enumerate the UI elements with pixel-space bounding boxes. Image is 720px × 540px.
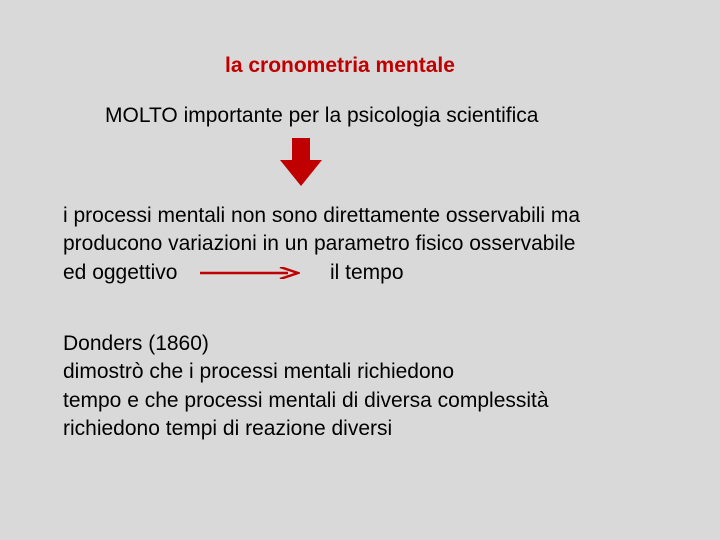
paragraph-1-left: ed oggettivo [63,259,177,287]
right-arrow-icon [200,266,300,284]
paragraph-2: Donders (1860)dimostrò che i processi me… [63,330,549,443]
slide: la cronometria mentale MOLTO importante … [0,0,720,540]
paragraph-1-right: il tempo [330,259,404,287]
down-arrow-icon [280,138,322,191]
slide-subtitle: MOLTO importante per la psicologia scien… [105,104,538,128]
paragraph-1: i processi mentali non sono direttamente… [63,202,580,259]
slide-title: la cronometria mentale [225,54,455,78]
